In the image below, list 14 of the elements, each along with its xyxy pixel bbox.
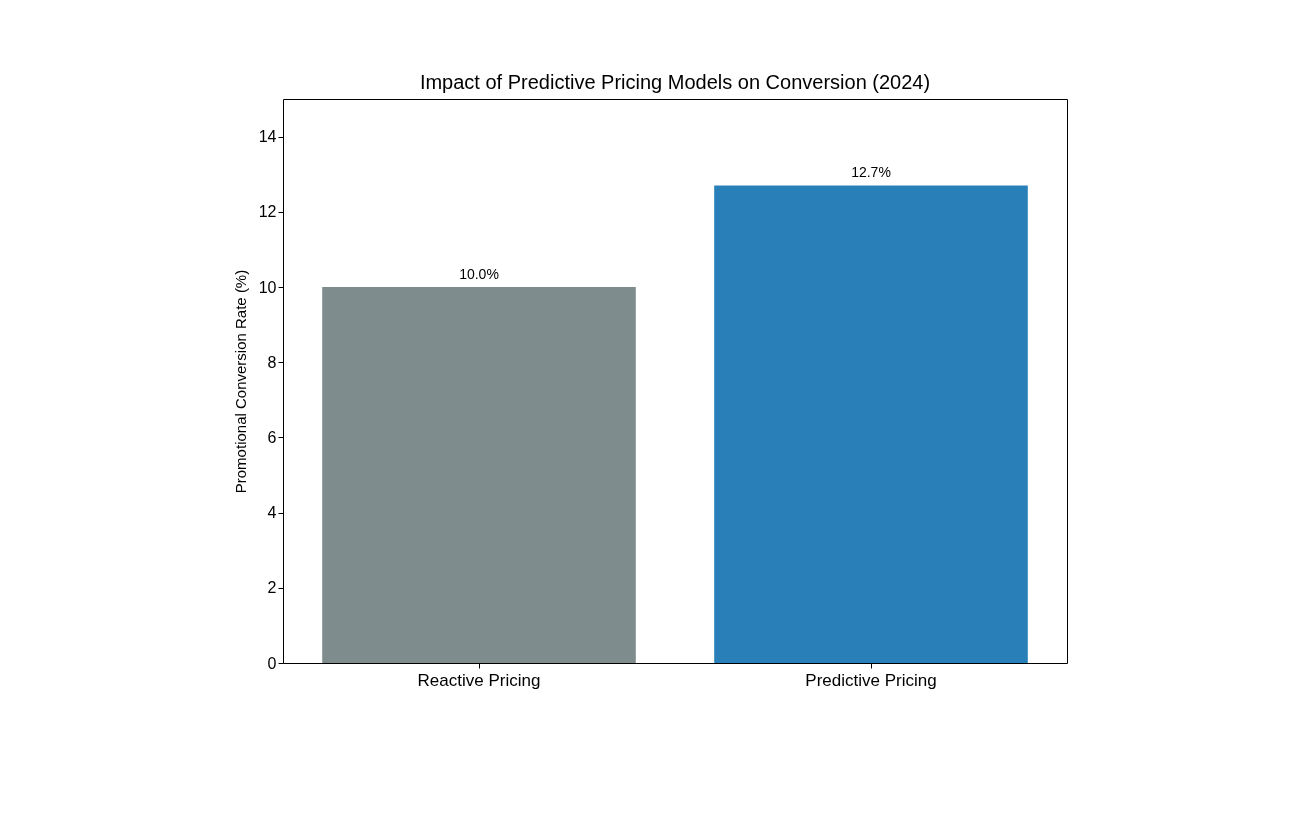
- y-axis-title: Promotional Conversion Rate (%): [231, 269, 249, 494]
- y-tick-label: 2: [267, 579, 277, 597]
- y-tick-label: 0: [267, 654, 277, 672]
- x-tick-label: Reactive Pricing: [417, 670, 541, 690]
- data-label: 10.0%: [459, 266, 499, 282]
- data-label: 12.7%: [851, 164, 891, 181]
- y-tick-label: 6: [267, 428, 277, 446]
- y-tick-label: 10: [258, 278, 277, 296]
- x-tick-label: Predictive Pricing: [805, 670, 937, 690]
- y-tick-label: 8: [267, 353, 277, 371]
- y-tick-label: 12: [258, 203, 277, 221]
- y-tick-label: 4: [267, 504, 277, 522]
- y-tick-label: 14: [258, 128, 277, 146]
- chart-title: Impact of Predictive Pricing Models on Conversion (2024): [419, 71, 931, 93]
